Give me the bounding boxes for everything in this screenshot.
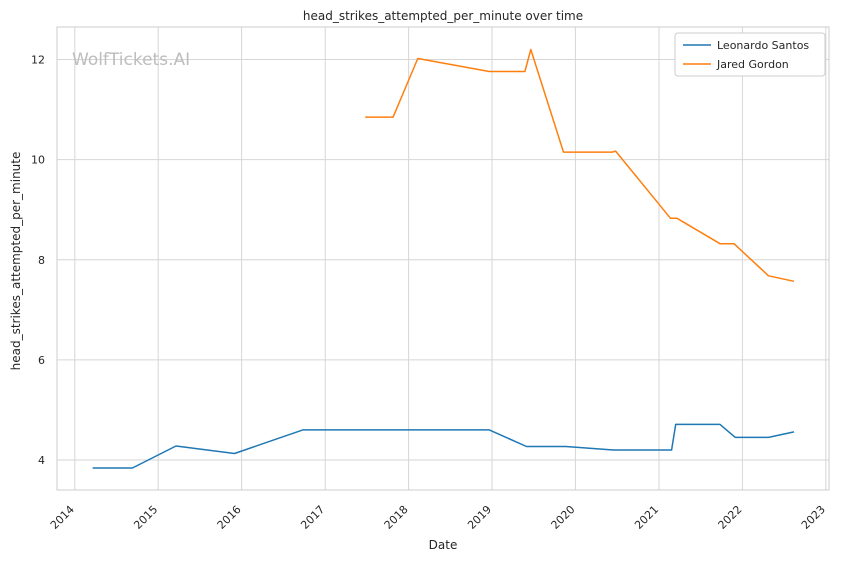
data-point-leonardo-santos — [671, 449, 673, 451]
series-line-jared-gordon — [365, 48, 795, 283]
legend: Leonardo Santos Jared Gordon — [674, 32, 826, 77]
data-point-leonardo-santos — [719, 424, 721, 426]
y-tick-label: 6 — [38, 354, 45, 367]
data-point-jared-gordon — [392, 116, 394, 118]
data-point-leonardo-santos — [489, 429, 491, 431]
data-point-leonardo-santos — [793, 431, 795, 433]
plot-frame — [56, 26, 830, 491]
data-point-jared-gordon — [530, 49, 532, 51]
data-point-jared-gordon — [489, 71, 491, 73]
data-point-jared-gordon — [524, 71, 526, 73]
x-axis-label: Date — [429, 538, 458, 552]
y-axis-ticks: 4 6 8 10 12 — [31, 54, 45, 467]
data-point-leonardo-santos — [565, 446, 567, 448]
data-point-leonardo-santos — [302, 429, 304, 431]
y-tick-label: 8 — [38, 254, 45, 267]
data-point-jared-gordon — [615, 150, 617, 152]
data-point-leonardo-santos — [613, 449, 615, 451]
data-point-jared-gordon — [676, 217, 678, 219]
chart-title: head_strikes_attempted_per_minute over t… — [303, 9, 583, 23]
data-point-jared-gordon — [563, 151, 565, 153]
data-point-jared-gordon — [364, 116, 366, 118]
data-point-jared-gordon — [611, 151, 613, 153]
data-point-leonardo-santos — [526, 446, 528, 448]
legend-label-leonardo-santos: Leonardo Santos — [717, 39, 809, 52]
data-point-leonardo-santos — [175, 445, 177, 447]
y-tick-label: 12 — [31, 54, 45, 67]
data-point-leonardo-santos — [735, 437, 737, 439]
series-layer — [92, 48, 795, 469]
data-point-jared-gordon — [793, 281, 795, 283]
legend-label-jared-gordon: Jared Gordon — [716, 58, 789, 71]
grid-lines — [57, 27, 829, 490]
y-axis-label: head_strikes_attempted_per_minute — [9, 152, 23, 371]
data-point-jared-gordon — [733, 243, 735, 245]
data-point-jared-gordon — [670, 217, 672, 219]
data-point-jared-gordon — [719, 243, 721, 245]
data-point-leonardo-santos — [92, 467, 94, 469]
y-tick-label: 10 — [31, 154, 45, 167]
data-point-leonardo-santos — [675, 424, 677, 426]
data-point-jared-gordon — [768, 275, 770, 277]
data-point-leonardo-santos — [234, 453, 236, 455]
watermark: WolfTickets.AI — [72, 50, 190, 70]
legend-box — [674, 32, 826, 77]
data-point-leonardo-santos — [132, 467, 134, 469]
data-point-jared-gordon — [417, 58, 419, 60]
y-tick-label: 4 — [38, 454, 45, 467]
series-line-leonardo-santos — [92, 423, 795, 469]
data-point-leonardo-santos — [768, 437, 770, 439]
